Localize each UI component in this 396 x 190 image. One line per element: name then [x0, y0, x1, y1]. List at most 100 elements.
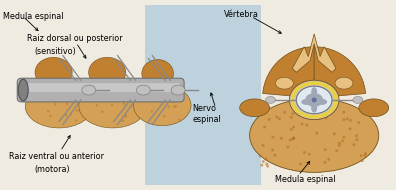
Polygon shape [292, 34, 336, 72]
Ellipse shape [25, 85, 93, 128]
Ellipse shape [311, 87, 317, 97]
Circle shape [265, 162, 268, 165]
Circle shape [292, 137, 295, 140]
Circle shape [338, 144, 341, 147]
Ellipse shape [171, 85, 185, 95]
Ellipse shape [137, 85, 150, 95]
Circle shape [324, 161, 326, 164]
Circle shape [292, 136, 295, 139]
Circle shape [169, 114, 171, 116]
Circle shape [343, 118, 345, 121]
Circle shape [315, 132, 318, 135]
Ellipse shape [311, 103, 317, 113]
Circle shape [348, 127, 352, 130]
Circle shape [71, 93, 74, 95]
Text: Medula espinal: Medula espinal [275, 175, 335, 184]
Ellipse shape [240, 99, 270, 117]
Circle shape [323, 109, 326, 112]
Text: Raiz ventral ou anterior: Raiz ventral ou anterior [9, 152, 104, 161]
Circle shape [303, 151, 306, 154]
Circle shape [341, 139, 344, 142]
Text: (motora): (motora) [35, 165, 70, 174]
Circle shape [297, 113, 300, 116]
Circle shape [259, 154, 262, 158]
Circle shape [360, 154, 363, 157]
Circle shape [262, 160, 265, 163]
Circle shape [266, 165, 269, 168]
Text: Medula espinal: Medula espinal [3, 12, 64, 21]
Circle shape [327, 158, 330, 161]
Circle shape [70, 117, 72, 119]
Circle shape [291, 112, 294, 115]
Circle shape [121, 95, 124, 98]
Ellipse shape [133, 85, 191, 126]
Circle shape [122, 118, 125, 120]
Circle shape [305, 124, 308, 127]
Circle shape [271, 136, 274, 139]
Ellipse shape [89, 57, 126, 87]
Circle shape [74, 108, 76, 111]
Circle shape [260, 164, 263, 167]
Circle shape [301, 122, 303, 125]
Circle shape [131, 92, 134, 95]
Ellipse shape [142, 59, 173, 88]
Circle shape [280, 137, 283, 140]
Ellipse shape [173, 81, 183, 99]
Ellipse shape [79, 85, 147, 128]
Circle shape [99, 93, 101, 95]
Circle shape [283, 111, 286, 114]
Circle shape [356, 138, 358, 141]
Circle shape [342, 135, 345, 139]
Ellipse shape [82, 85, 96, 95]
Ellipse shape [276, 77, 293, 89]
FancyBboxPatch shape [21, 83, 180, 92]
Circle shape [308, 153, 311, 156]
Circle shape [93, 118, 95, 120]
Circle shape [178, 106, 181, 108]
Circle shape [349, 119, 352, 122]
Text: espinal: espinal [192, 115, 221, 124]
Circle shape [71, 119, 73, 121]
Text: (sensitivo): (sensitivo) [35, 48, 76, 56]
Circle shape [74, 97, 77, 100]
Circle shape [275, 116, 278, 119]
Circle shape [261, 144, 265, 147]
Circle shape [338, 142, 341, 145]
Ellipse shape [305, 93, 323, 107]
Circle shape [107, 98, 109, 100]
Circle shape [299, 162, 302, 165]
Ellipse shape [18, 79, 28, 101]
Circle shape [101, 112, 103, 114]
Circle shape [153, 112, 156, 114]
Text: Nervo: Nervo [192, 104, 216, 113]
Circle shape [324, 148, 327, 151]
Circle shape [174, 112, 177, 115]
Circle shape [75, 117, 78, 120]
Circle shape [274, 154, 276, 157]
Circle shape [324, 116, 327, 119]
Circle shape [268, 118, 271, 121]
Ellipse shape [335, 77, 353, 89]
Circle shape [289, 139, 292, 141]
Circle shape [169, 106, 171, 109]
Circle shape [118, 111, 120, 113]
Circle shape [261, 113, 264, 116]
Ellipse shape [317, 99, 327, 105]
Circle shape [291, 137, 294, 140]
Circle shape [271, 149, 274, 151]
Circle shape [67, 102, 69, 105]
Circle shape [168, 108, 170, 111]
Circle shape [364, 152, 367, 155]
Circle shape [109, 94, 112, 97]
Circle shape [175, 100, 177, 102]
Circle shape [61, 115, 63, 118]
Circle shape [342, 111, 345, 114]
Ellipse shape [35, 57, 72, 87]
Ellipse shape [296, 86, 332, 114]
Circle shape [158, 104, 160, 106]
Circle shape [265, 158, 267, 161]
Circle shape [160, 98, 162, 101]
Ellipse shape [266, 97, 276, 103]
Circle shape [172, 111, 175, 113]
Text: Raiz dorsal ou posterior: Raiz dorsal ou posterior [27, 34, 123, 43]
